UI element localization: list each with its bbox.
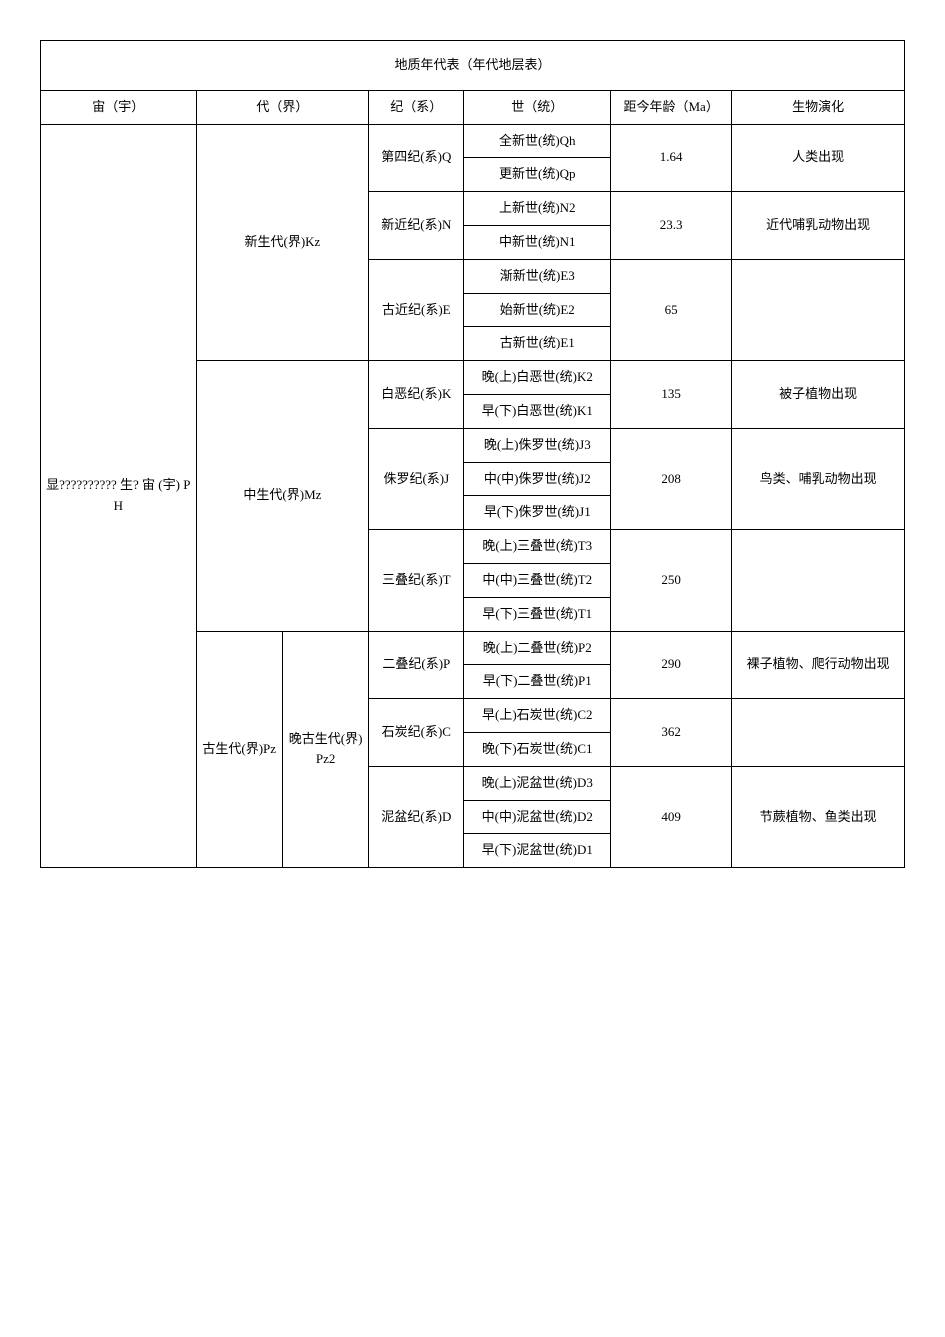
cell-age-q: 1.64 bbox=[611, 124, 732, 192]
cell-epoch-k1: 早(下)白恶世(统)K1 bbox=[464, 394, 611, 428]
header-epoch: 世（统） bbox=[464, 90, 611, 124]
cell-bio-k: 被子植物出现 bbox=[732, 361, 905, 429]
header-age: 距今年龄（Ma） bbox=[611, 90, 732, 124]
cell-bio-p: 裸子植物、爬行动物出现 bbox=[732, 631, 905, 699]
cell-epoch-t3: 晚(上)三叠世(统)T3 bbox=[464, 530, 611, 564]
cell-epoch-d3: 晚(上)泥盆世(统)D3 bbox=[464, 766, 611, 800]
cell-period-n: 新近纪(系)N bbox=[369, 192, 464, 260]
header-era: 代（界） bbox=[196, 90, 369, 124]
table-title: 地质年代表（年代地层表） bbox=[41, 41, 905, 91]
cell-period-j: 侏罗纪(系)J bbox=[369, 428, 464, 529]
geologic-timescale-table: 地质年代表（年代地层表） 宙（宇） 代（界） 纪（系） 世（统） 距今年龄（Ma… bbox=[40, 40, 905, 868]
cell-era-late-paleozoic: 晚古生代(界)Pz2 bbox=[282, 631, 368, 868]
cell-bio-q: 人类出现 bbox=[732, 124, 905, 192]
geologic-timescale-page: 地质年代表（年代地层表） 宙（宇） 代（界） 纪（系） 世（统） 距今年龄（Ma… bbox=[40, 40, 905, 868]
cell-epoch-p1: 早(下)二叠世(统)P1 bbox=[464, 665, 611, 699]
cell-epoch-c2: 早(上)石炭世(统)C2 bbox=[464, 699, 611, 733]
cell-epoch-k2: 晚(上)白恶世(统)K2 bbox=[464, 361, 611, 395]
table-row: 显?????????? 生? 宙 (宇) PH 新生代(界)Kz 第四纪(系)Q… bbox=[41, 124, 905, 158]
cell-epoch-e2: 始新世(统)E2 bbox=[464, 293, 611, 327]
cell-age-e: 65 bbox=[611, 259, 732, 360]
cell-period-t: 三叠纪(系)T bbox=[369, 530, 464, 631]
cell-period-e: 古近纪(系)E bbox=[369, 259, 464, 360]
table-header-row: 宙（宇） 代（界） 纪（系） 世（统） 距今年龄（Ma） 生物演化 bbox=[41, 90, 905, 124]
cell-epoch-j1: 早(下)侏罗世(统)J1 bbox=[464, 496, 611, 530]
cell-age-p: 290 bbox=[611, 631, 732, 699]
cell-bio-t bbox=[732, 530, 905, 631]
header-period: 纪（系） bbox=[369, 90, 464, 124]
cell-epoch-e1: 古新世(统)E1 bbox=[464, 327, 611, 361]
cell-period-d: 泥盆纪(系)D bbox=[369, 766, 464, 867]
cell-period-q: 第四纪(系)Q bbox=[369, 124, 464, 192]
cell-bio-j: 鸟类、哺乳动物出现 bbox=[732, 428, 905, 529]
header-bio: 生物演化 bbox=[732, 90, 905, 124]
cell-age-c: 362 bbox=[611, 699, 732, 767]
cell-bio-d: 节蕨植物、鱼类出现 bbox=[732, 766, 905, 867]
cell-epoch-n2: 上新世(统)N2 bbox=[464, 192, 611, 226]
header-eon: 宙（宇） bbox=[41, 90, 197, 124]
cell-epoch-j2: 中(中)侏罗世(统)J2 bbox=[464, 462, 611, 496]
cell-epoch-d1: 早(下)泥盆世(统)D1 bbox=[464, 834, 611, 868]
cell-era-mesozoic: 中生代(界)Mz bbox=[196, 361, 369, 631]
table-title-row: 地质年代表（年代地层表） bbox=[41, 41, 905, 91]
cell-period-p: 二叠纪(系)P bbox=[369, 631, 464, 699]
cell-epoch-e3: 渐新世(统)E3 bbox=[464, 259, 611, 293]
cell-period-k: 白恶纪(系)K bbox=[369, 361, 464, 429]
cell-epoch-qp: 更新世(统)Qp bbox=[464, 158, 611, 192]
cell-bio-n: 近代哺乳动物出现 bbox=[732, 192, 905, 260]
cell-bio-c bbox=[732, 699, 905, 767]
cell-epoch-t1: 早(下)三叠世(统)T1 bbox=[464, 597, 611, 631]
cell-bio-e bbox=[732, 259, 905, 360]
cell-age-j: 208 bbox=[611, 428, 732, 529]
cell-epoch-j3: 晚(上)侏罗世(统)J3 bbox=[464, 428, 611, 462]
cell-epoch-p2: 晚(上)二叠世(统)P2 bbox=[464, 631, 611, 665]
cell-period-c: 石炭纪(系)C bbox=[369, 699, 464, 767]
cell-epoch-qh: 全新世(统)Qh bbox=[464, 124, 611, 158]
cell-epoch-c1: 晚(下)石炭世(统)C1 bbox=[464, 732, 611, 766]
cell-age-t: 250 bbox=[611, 530, 732, 631]
cell-era-paleozoic: 古生代(界)Pz bbox=[196, 631, 282, 868]
cell-age-k: 135 bbox=[611, 361, 732, 429]
cell-epoch-n1: 中新世(统)N1 bbox=[464, 225, 611, 259]
cell-eon-ph: 显?????????? 生? 宙 (宇) PH bbox=[41, 124, 197, 868]
cell-epoch-d2: 中(中)泥盆世(统)D2 bbox=[464, 800, 611, 834]
cell-age-n: 23.3 bbox=[611, 192, 732, 260]
cell-age-d: 409 bbox=[611, 766, 732, 867]
cell-epoch-t2: 中(中)三叠世(统)T2 bbox=[464, 563, 611, 597]
cell-era-cenozoic: 新生代(界)Kz bbox=[196, 124, 369, 361]
